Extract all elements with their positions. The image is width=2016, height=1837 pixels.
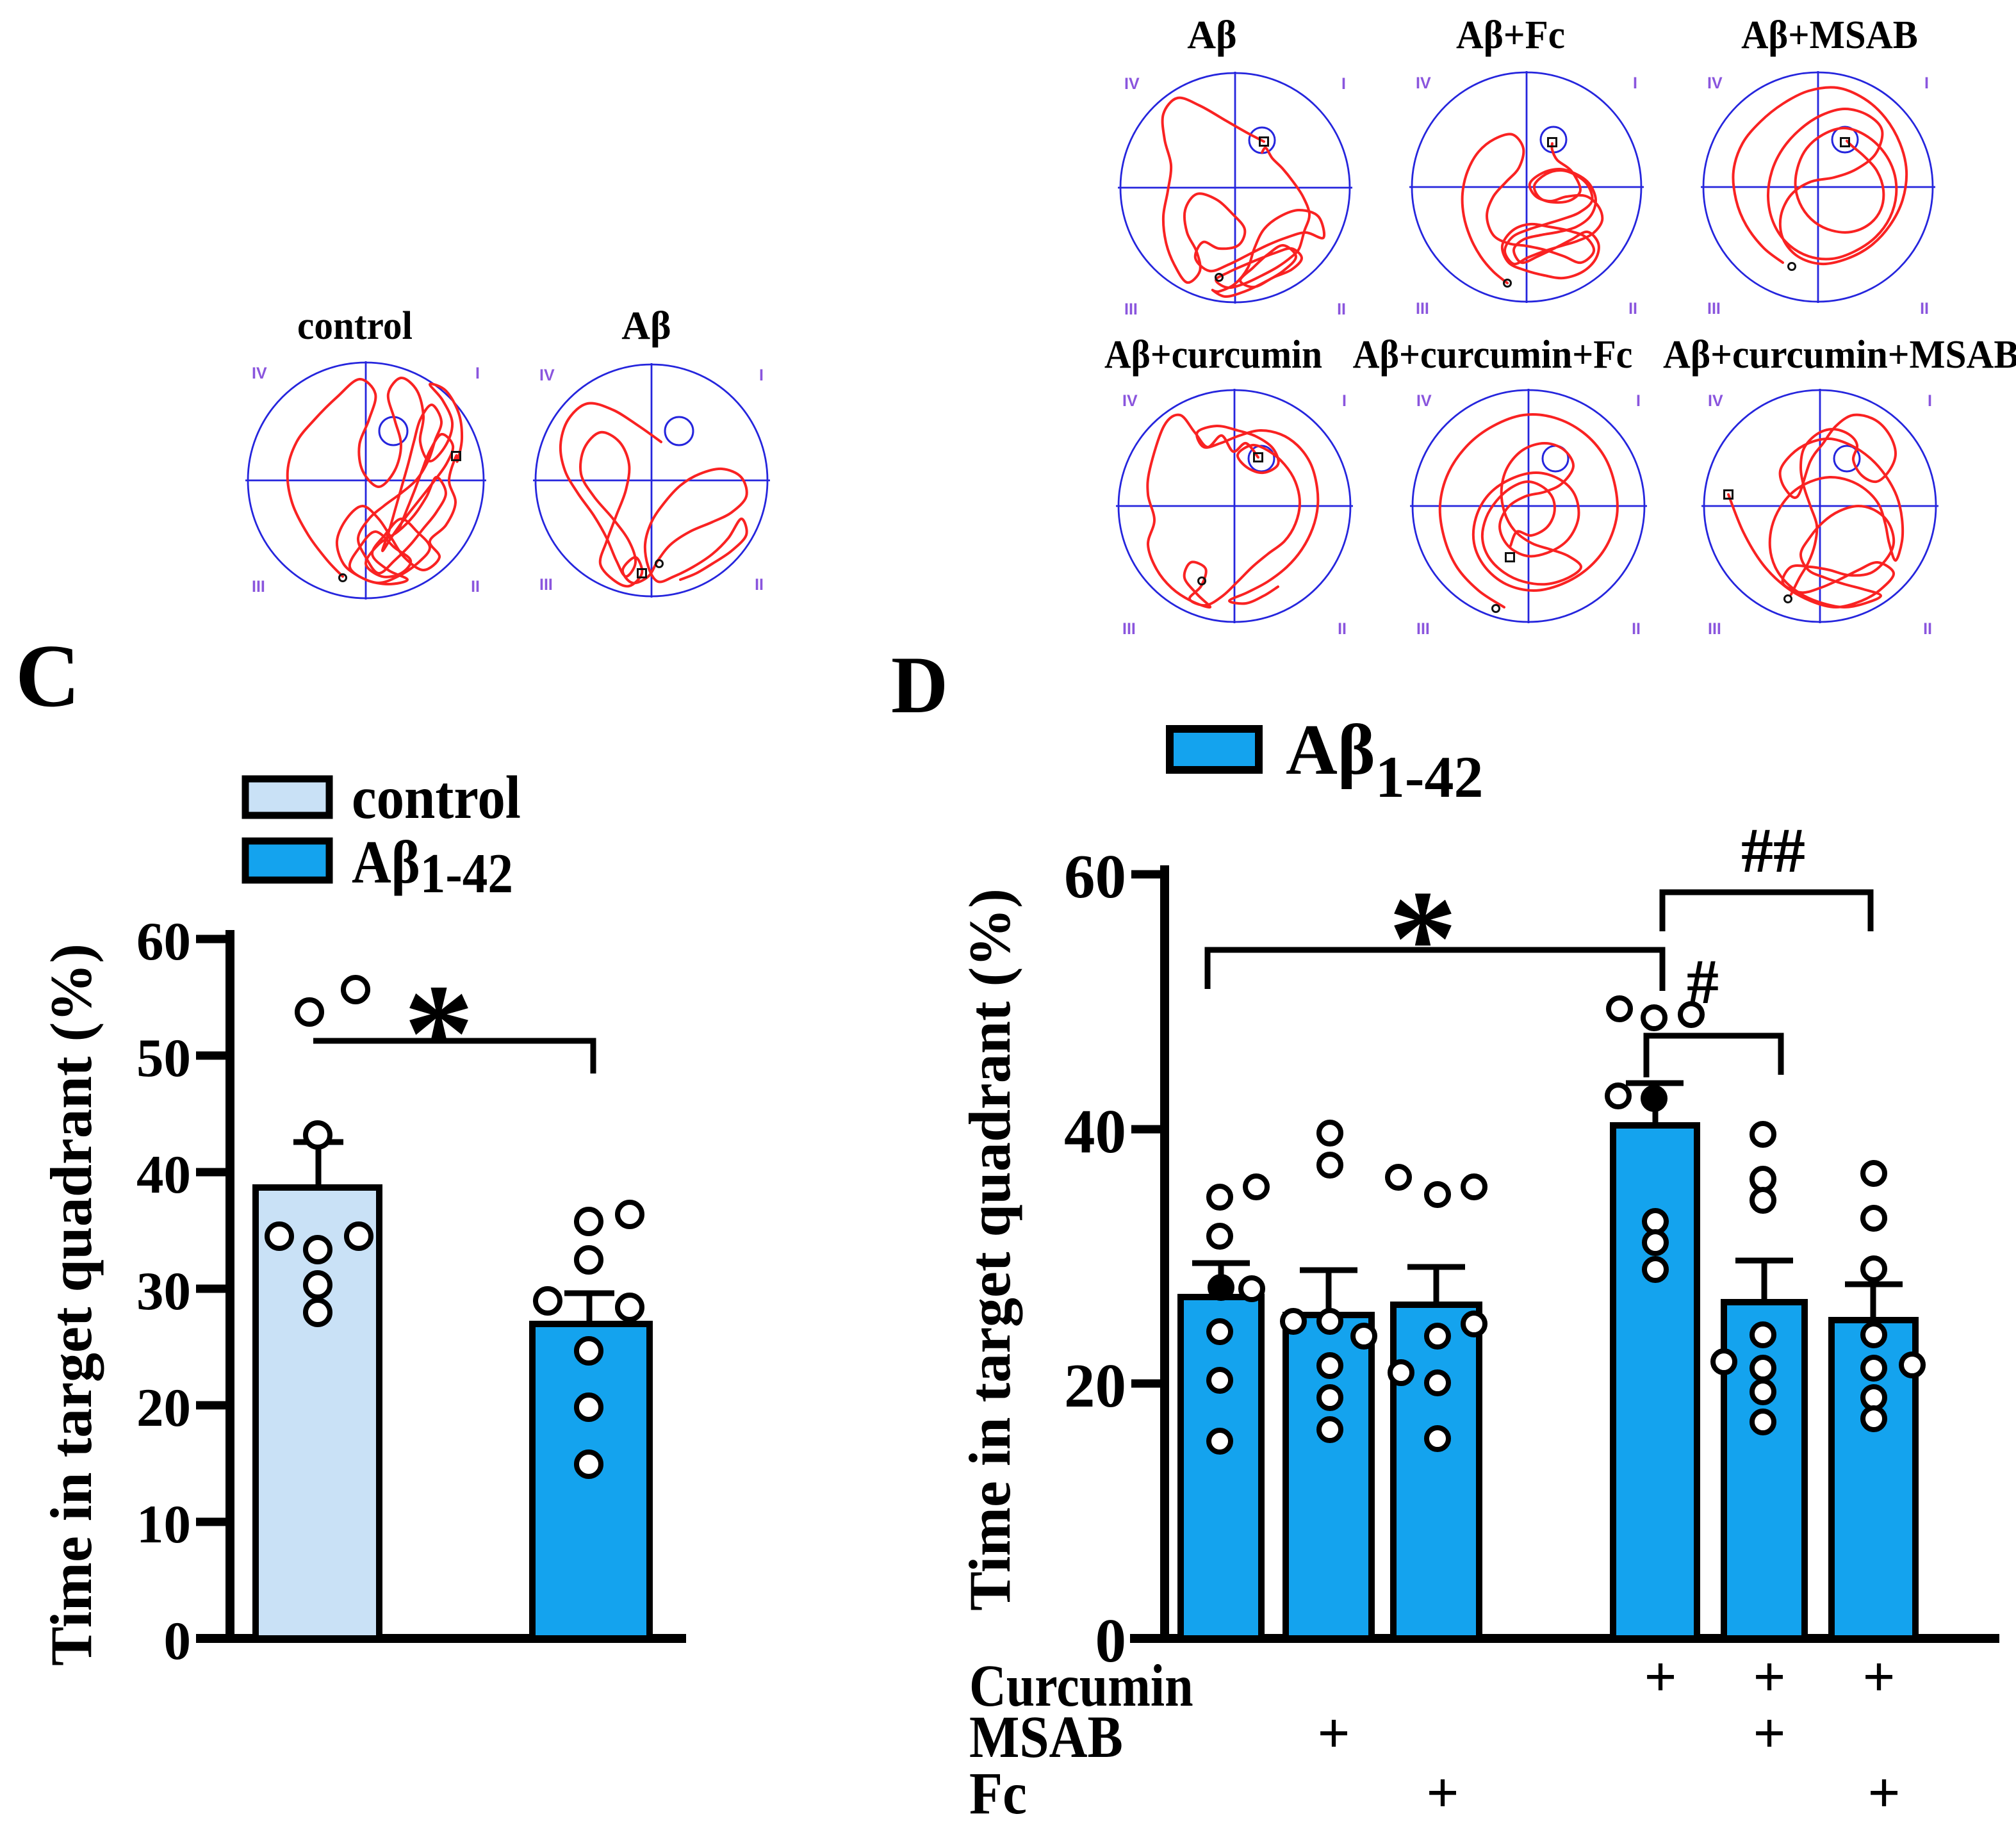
svg-text:Time in target quadrant (%): Time in target quadrant (%) — [38, 943, 104, 1666]
svg-text:+: + — [1644, 1645, 1676, 1709]
svg-text:40: 40 — [1064, 1097, 1126, 1166]
svg-text:60: 60 — [136, 911, 191, 972]
svg-text:I: I — [1633, 74, 1637, 92]
svg-text:IV: IV — [1122, 392, 1138, 410]
svg-text:IV: IV — [1124, 75, 1140, 93]
svg-text:Aβ+Fc: Aβ+Fc — [1456, 13, 1565, 58]
svg-text:I: I — [475, 364, 480, 382]
svg-text:*: * — [404, 955, 474, 1111]
svg-text:IV: IV — [1708, 392, 1723, 410]
svg-text:IV: IV — [1707, 74, 1723, 92]
svg-text:0: 0 — [1095, 1606, 1127, 1675]
svg-text:III: III — [1707, 300, 1721, 318]
svg-text:50: 50 — [136, 1028, 191, 1088]
svg-text:Curcumin: Curcumin — [969, 1653, 1193, 1719]
svg-text:0: 0 — [164, 1611, 192, 1671]
svg-text:Aβ: Aβ — [1187, 13, 1236, 57]
svg-text:IV: IV — [1416, 74, 1431, 92]
svg-text:III: III — [1124, 300, 1138, 318]
svg-text:III: III — [1416, 300, 1429, 318]
svg-text:I: I — [1342, 392, 1347, 410]
svg-text:II: II — [1337, 300, 1346, 318]
svg-text:60: 60 — [1064, 842, 1126, 911]
svg-text:Aβ+curcumin+Fc: Aβ+curcumin+Fc — [1353, 332, 1633, 376]
svg-text:control: control — [352, 763, 521, 831]
svg-text:D: D — [891, 641, 948, 730]
svg-text:+: + — [1753, 1645, 1785, 1709]
svg-text:IV: IV — [1416, 392, 1432, 410]
svg-text:Aβ: Aβ — [621, 304, 671, 348]
svg-text:III: III — [252, 578, 265, 596]
svg-text:+: + — [1862, 1645, 1895, 1709]
svg-text:II: II — [755, 576, 764, 594]
svg-text:+: + — [1426, 1761, 1459, 1825]
svg-text:20: 20 — [1064, 1351, 1126, 1420]
svg-text:10: 10 — [136, 1494, 191, 1555]
svg-text:*: * — [1388, 861, 1457, 1015]
svg-text:III: III — [539, 576, 553, 594]
svg-text:I: I — [1636, 392, 1641, 410]
svg-text:control: control — [297, 304, 413, 348]
svg-text:##: ## — [1741, 815, 1805, 886]
svg-text:Time in target quadrant (%): Time in target quadrant (%) — [957, 888, 1022, 1611]
svg-text:+: + — [1867, 1761, 1900, 1825]
svg-text:+: + — [1753, 1702, 1785, 1765]
svg-text:Aβ+MSAB: Aβ+MSAB — [1741, 13, 1918, 58]
svg-text:#: # — [1687, 946, 1719, 1017]
svg-text:MSAB: MSAB — [969, 1704, 1123, 1770]
svg-text:Aβ+curcumin+MSAB: Aβ+curcumin+MSAB — [1663, 333, 2016, 377]
svg-text:30: 30 — [136, 1261, 191, 1321]
svg-text:Fc: Fc — [969, 1761, 1027, 1827]
svg-text:IV: IV — [539, 366, 555, 384]
svg-text:II: II — [471, 578, 480, 596]
svg-text:+: + — [1317, 1702, 1350, 1765]
svg-text:20: 20 — [136, 1378, 191, 1438]
svg-text:II: II — [1628, 300, 1637, 318]
svg-text:II: II — [1920, 300, 1929, 318]
svg-text:III: III — [1416, 620, 1430, 638]
svg-text:I: I — [1928, 392, 1932, 410]
svg-text:Aβ+curcumin: Aβ+curcumin — [1104, 332, 1322, 376]
svg-text:II: II — [1632, 620, 1641, 638]
svg-text:IV: IV — [252, 364, 267, 382]
svg-text:C: C — [15, 626, 80, 726]
svg-text:III: III — [1708, 620, 1721, 638]
svg-text:III: III — [1122, 620, 1136, 638]
svg-text:II: II — [1338, 620, 1347, 638]
svg-text:40: 40 — [136, 1145, 191, 1205]
svg-text:I: I — [759, 366, 764, 384]
svg-text:I: I — [1341, 75, 1346, 93]
svg-text:II: II — [1923, 620, 1932, 638]
svg-text:I: I — [1924, 74, 1929, 92]
